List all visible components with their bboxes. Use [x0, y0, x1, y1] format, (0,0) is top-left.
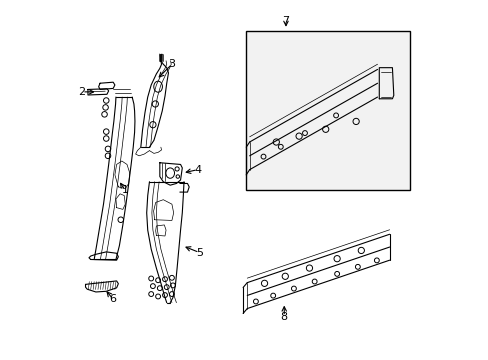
Text: 7: 7 [282, 16, 289, 26]
Text: 4: 4 [194, 165, 201, 175]
Text: 1: 1 [122, 185, 128, 195]
Text: 3: 3 [168, 59, 175, 69]
Text: 2: 2 [79, 87, 85, 97]
Text: 8: 8 [280, 311, 287, 321]
Text: 6: 6 [109, 294, 117, 304]
Text: 5: 5 [196, 248, 203, 257]
Bar [246, 31, 409, 190]
